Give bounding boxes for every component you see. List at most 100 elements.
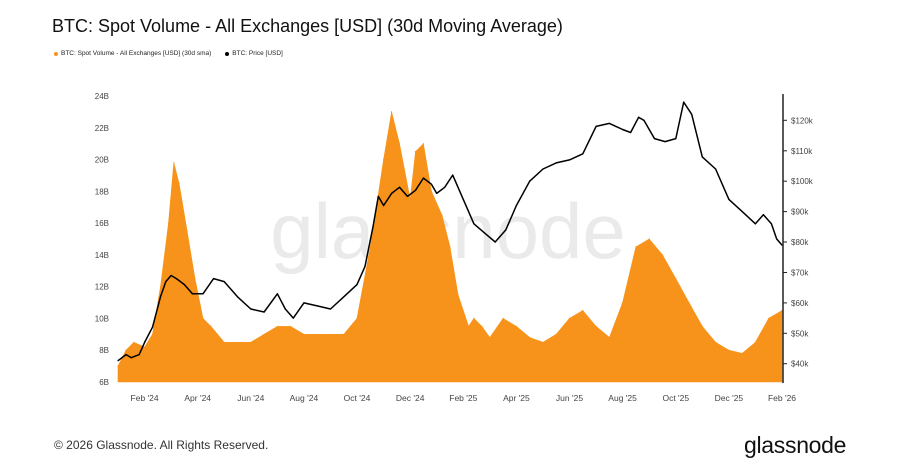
left-tick-label: 14B xyxy=(95,251,109,260)
volume-point xyxy=(194,278,196,280)
volume-point xyxy=(202,317,204,319)
volume-point xyxy=(151,333,154,335)
footer-copyright: © 2026 Glassnode. All Rights Reserved. xyxy=(54,438,269,452)
volume-point xyxy=(422,143,424,145)
price-point xyxy=(236,296,239,298)
price-point xyxy=(364,265,366,267)
volume-point xyxy=(186,230,188,232)
price-point xyxy=(529,180,531,182)
price-point xyxy=(630,131,632,134)
x-tick-label: Dec '25 xyxy=(715,393,744,403)
price-point xyxy=(183,284,185,286)
price-point xyxy=(377,195,379,197)
price-point xyxy=(715,168,717,170)
price-point xyxy=(741,211,743,213)
left-tick-label: 6B xyxy=(99,378,109,387)
volume-point xyxy=(210,325,212,327)
right-tick-label: $110k xyxy=(791,147,813,156)
footer-logo[interactable]: glassnode xyxy=(744,432,847,458)
price-point xyxy=(643,119,645,121)
volume-point xyxy=(568,317,571,319)
volume-point xyxy=(356,317,358,319)
price-point xyxy=(436,192,438,194)
price-point xyxy=(568,159,571,161)
price-point xyxy=(125,354,127,356)
legend-item-volume[interactable]: BTC: Spot Volume - All Exchanges [USD] (… xyxy=(54,50,211,57)
left-tick-label: 18B xyxy=(95,187,109,196)
volume-point xyxy=(661,254,664,256)
x-tick-label: Dec '24 xyxy=(396,393,425,403)
x-axis-ticks: Feb '24 Apr '24 Jun '24 Aug '24 Oct '24 Dec '… xyxy=(131,393,797,403)
price-point xyxy=(683,101,685,103)
price-point xyxy=(316,305,318,307)
volume-point xyxy=(409,198,411,200)
volume-point xyxy=(701,325,703,327)
price-point xyxy=(151,326,154,328)
volume-point xyxy=(441,214,443,216)
volume-point xyxy=(648,238,650,240)
price-series xyxy=(117,101,783,362)
volume-point xyxy=(754,341,757,343)
volume-point xyxy=(457,294,459,296)
volume-point xyxy=(290,325,292,327)
volume-point xyxy=(223,341,225,343)
volume-point xyxy=(276,325,278,327)
volume-point xyxy=(125,349,127,351)
volume-point xyxy=(383,159,385,161)
price-point xyxy=(144,341,146,343)
right-tick-label: $60k xyxy=(791,299,809,308)
price-point xyxy=(303,302,305,304)
left-tick-label: 10B xyxy=(95,314,109,323)
price-point xyxy=(483,232,486,234)
x-tick-label: Aug '24 xyxy=(290,393,319,403)
volume-point xyxy=(263,333,265,335)
left-tick-label: 8B xyxy=(99,346,109,355)
volume-point xyxy=(398,143,401,145)
volume-point xyxy=(542,341,544,343)
volume-point xyxy=(502,317,504,319)
volume-point xyxy=(595,325,597,327)
volume-point xyxy=(391,111,393,113)
volume-point xyxy=(144,346,146,348)
x-tick-label: Apr '24 xyxy=(184,393,211,403)
legend: BTC: Spot Volume - All Exchanges [USD] (… xyxy=(54,50,283,57)
price-point xyxy=(638,116,640,118)
price-point xyxy=(202,293,204,295)
volume-point xyxy=(635,246,637,248)
right-tick-label: $40k xyxy=(791,360,809,369)
volume-point xyxy=(675,278,677,280)
price-point xyxy=(276,293,278,295)
price-point xyxy=(406,195,409,197)
volume-point xyxy=(369,246,371,248)
volume-series xyxy=(117,111,783,383)
price-point xyxy=(329,308,332,310)
price-point xyxy=(462,198,464,200)
volume-point xyxy=(250,341,252,343)
price-point xyxy=(159,296,162,298)
right-tick-label: $70k xyxy=(791,269,809,278)
price-point xyxy=(754,223,757,225)
legend-item-price[interactable]: BTC: Price [USD] xyxy=(225,50,283,57)
x-tick-label: Feb '24 xyxy=(131,393,159,403)
right-axis-ticks: $40k $50k $60k $70k $80k $90k $100k $110k $120k xyxy=(783,116,814,369)
price-point xyxy=(653,138,656,140)
volume-point xyxy=(173,162,175,164)
x-tick-label: Oct '25 xyxy=(662,393,689,403)
volume-point xyxy=(715,341,717,343)
price-point xyxy=(138,354,140,356)
price-point xyxy=(117,360,119,362)
price-point xyxy=(263,311,265,313)
volume-point xyxy=(728,349,730,351)
volume-point xyxy=(473,317,475,319)
right-tick-label: $100k xyxy=(791,177,814,186)
x-tick-label: Oct '24 xyxy=(344,393,371,403)
x-tick-label: Jun '25 xyxy=(556,393,583,403)
price-point xyxy=(622,128,624,131)
volume-point xyxy=(741,352,743,354)
price-point xyxy=(776,238,778,240)
price-point xyxy=(473,223,475,225)
price-point xyxy=(595,125,597,127)
price-point xyxy=(430,183,432,185)
volume-point xyxy=(133,341,135,343)
